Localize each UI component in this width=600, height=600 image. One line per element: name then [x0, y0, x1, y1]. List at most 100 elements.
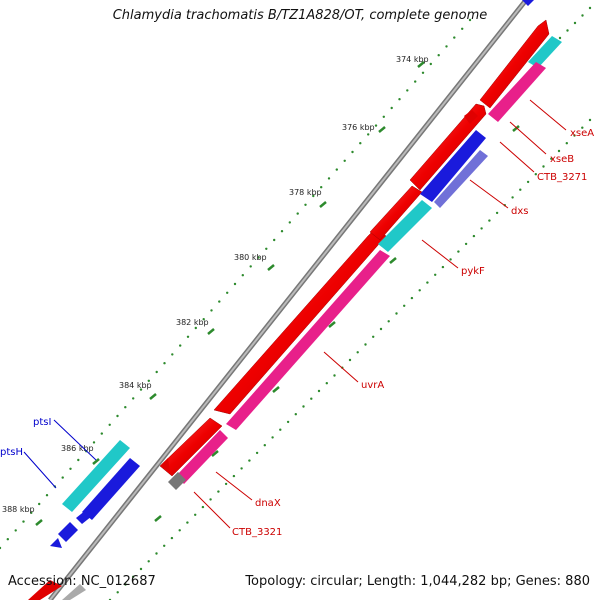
ring-dot: [588, 118, 592, 122]
ring-dot: [116, 591, 119, 594]
ring-dot: [312, 194, 315, 198]
ring-dot: [421, 71, 425, 75]
tick-mark: [35, 519, 43, 526]
ring-dot: [426, 281, 429, 284]
ring-dot: [147, 379, 150, 382]
ring-dot: [374, 124, 378, 127]
gene-left-small[interactable]: [50, 538, 62, 548]
gene-label-pykF[interactable]: pykF: [461, 266, 485, 277]
gene-xseA-cyan[interactable]: [528, 36, 562, 68]
ring-dot: [445, 45, 448, 48]
gene-uvrA-magenta[interactable]: [226, 250, 390, 430]
ring-dot: [124, 583, 127, 586]
ring-dot: [488, 219, 491, 222]
gene-CTB_3271-magenta[interactable]: [488, 62, 546, 122]
ring-dot: [566, 29, 569, 32]
gene-top-blue[interactable]: [522, 0, 534, 6]
ring-dot: [573, 21, 577, 25]
gene-ptsH-small[interactable]: [76, 510, 92, 524]
ring-dot: [45, 494, 49, 497]
gene-bottom-gray[interactable]: [62, 584, 86, 600]
gene-label-dnaX[interactable]: dnaX: [255, 498, 281, 509]
ring-dot: [155, 552, 158, 555]
gene-label-ptsH[interactable]: ptsH: [0, 447, 23, 458]
ring-dot: [38, 502, 41, 506]
ring-dot: [565, 142, 568, 145]
ring-dot: [327, 177, 331, 180]
ring-dot: [325, 382, 328, 385]
ring-dot: [233, 282, 237, 286]
ring-dot: [480, 227, 483, 230]
gene-bottom-red[interactable]: [28, 580, 62, 600]
gene-label-ptsI[interactable]: ptsI: [33, 417, 51, 428]
ring-dot: [310, 397, 313, 400]
gene-ptsH[interactable]: [82, 458, 140, 520]
ring-dot: [240, 467, 243, 470]
left-strand-genes: [50, 0, 534, 548]
ring-dot: [387, 320, 390, 323]
outer-dot-ring: [0, 18, 472, 550]
gene-forward-xseA[interactable]: [479, 19, 550, 109]
gene-label-CTB_3321[interactable]: CTB_3321: [232, 527, 282, 538]
ring-dot: [453, 36, 456, 39]
ring-dot: [437, 54, 440, 57]
ring-dot: [178, 529, 181, 532]
ring-dot: [124, 406, 127, 409]
gene-dxs-reverse[interactable]: [420, 130, 486, 202]
tick-label: 388 kbp: [2, 505, 35, 514]
ring-dot: [209, 498, 212, 501]
accession-label: Accession: NC_012687: [8, 574, 156, 589]
ring-dot: [367, 133, 370, 136]
tick-mark: [417, 61, 425, 68]
ring-dot: [302, 405, 305, 408]
ring-dot: [22, 520, 25, 523]
gene-label-CTB_3271[interactable]: CTB_3271: [537, 172, 587, 183]
ring-dot: [398, 98, 401, 101]
ring-dot: [100, 432, 104, 435]
ring-dot: [217, 490, 220, 493]
ring-dot: [14, 529, 17, 532]
ring-dot: [581, 126, 584, 129]
gene-forward-small[interactable]: [160, 458, 170, 472]
ring-dot: [255, 451, 259, 455]
gene-pykF-cyan[interactable]: [378, 200, 432, 252]
ring-dot: [495, 211, 499, 215]
ring-dot: [30, 511, 33, 514]
gene-forward-dnaX[interactable]: [159, 417, 223, 477]
ring-dot: [139, 567, 143, 571]
gene-label-uvrA[interactable]: uvrA: [361, 380, 384, 391]
ring-dot: [116, 414, 119, 418]
ring-dot: [265, 247, 268, 250]
ring-dot: [526, 180, 530, 184]
ring-dot: [201, 505, 205, 509]
gene-CTB_3321-gray[interactable]: [168, 472, 186, 490]
ring-dot: [464, 242, 468, 246]
ring-dot: [147, 560, 150, 563]
ring-dot: [226, 291, 229, 294]
ring-dot: [155, 370, 158, 374]
ring-dot: [241, 274, 244, 277]
gene-label-xseA[interactable]: xseA: [570, 128, 594, 139]
ring-dot: [163, 544, 166, 547]
ring-dot: [248, 459, 251, 462]
ring-dot: [573, 134, 576, 137]
inner-dot-ring: [108, 118, 592, 600]
ring-dot: [588, 6, 592, 10]
gene-label-dxs[interactable]: dxs: [511, 206, 528, 217]
ring-dot: [379, 327, 383, 331]
genome-title: Chlamydia trachomatis B/TZ1A828/OT, comp…: [112, 8, 488, 23]
ring-dot: [92, 441, 96, 444]
tick-label: 380 kbp: [234, 253, 267, 262]
ring-dot: [343, 159, 346, 162]
gene-dxs-slate[interactable]: [434, 150, 488, 208]
ring-dot: [372, 335, 375, 338]
gene-forward-xseB[interactable]: [464, 110, 478, 124]
ring-dot: [511, 196, 514, 199]
ring-dot: [395, 312, 398, 315]
gene-label-xseB[interactable]: xseB: [550, 154, 574, 165]
gene-ptsH-arrow[interactable]: [58, 522, 78, 542]
ring-dot: [418, 289, 421, 292]
tick-mark: [207, 328, 215, 335]
gene-dnaX-magenta[interactable]: [176, 430, 228, 484]
gene-ptsI[interactable]: [62, 440, 130, 512]
